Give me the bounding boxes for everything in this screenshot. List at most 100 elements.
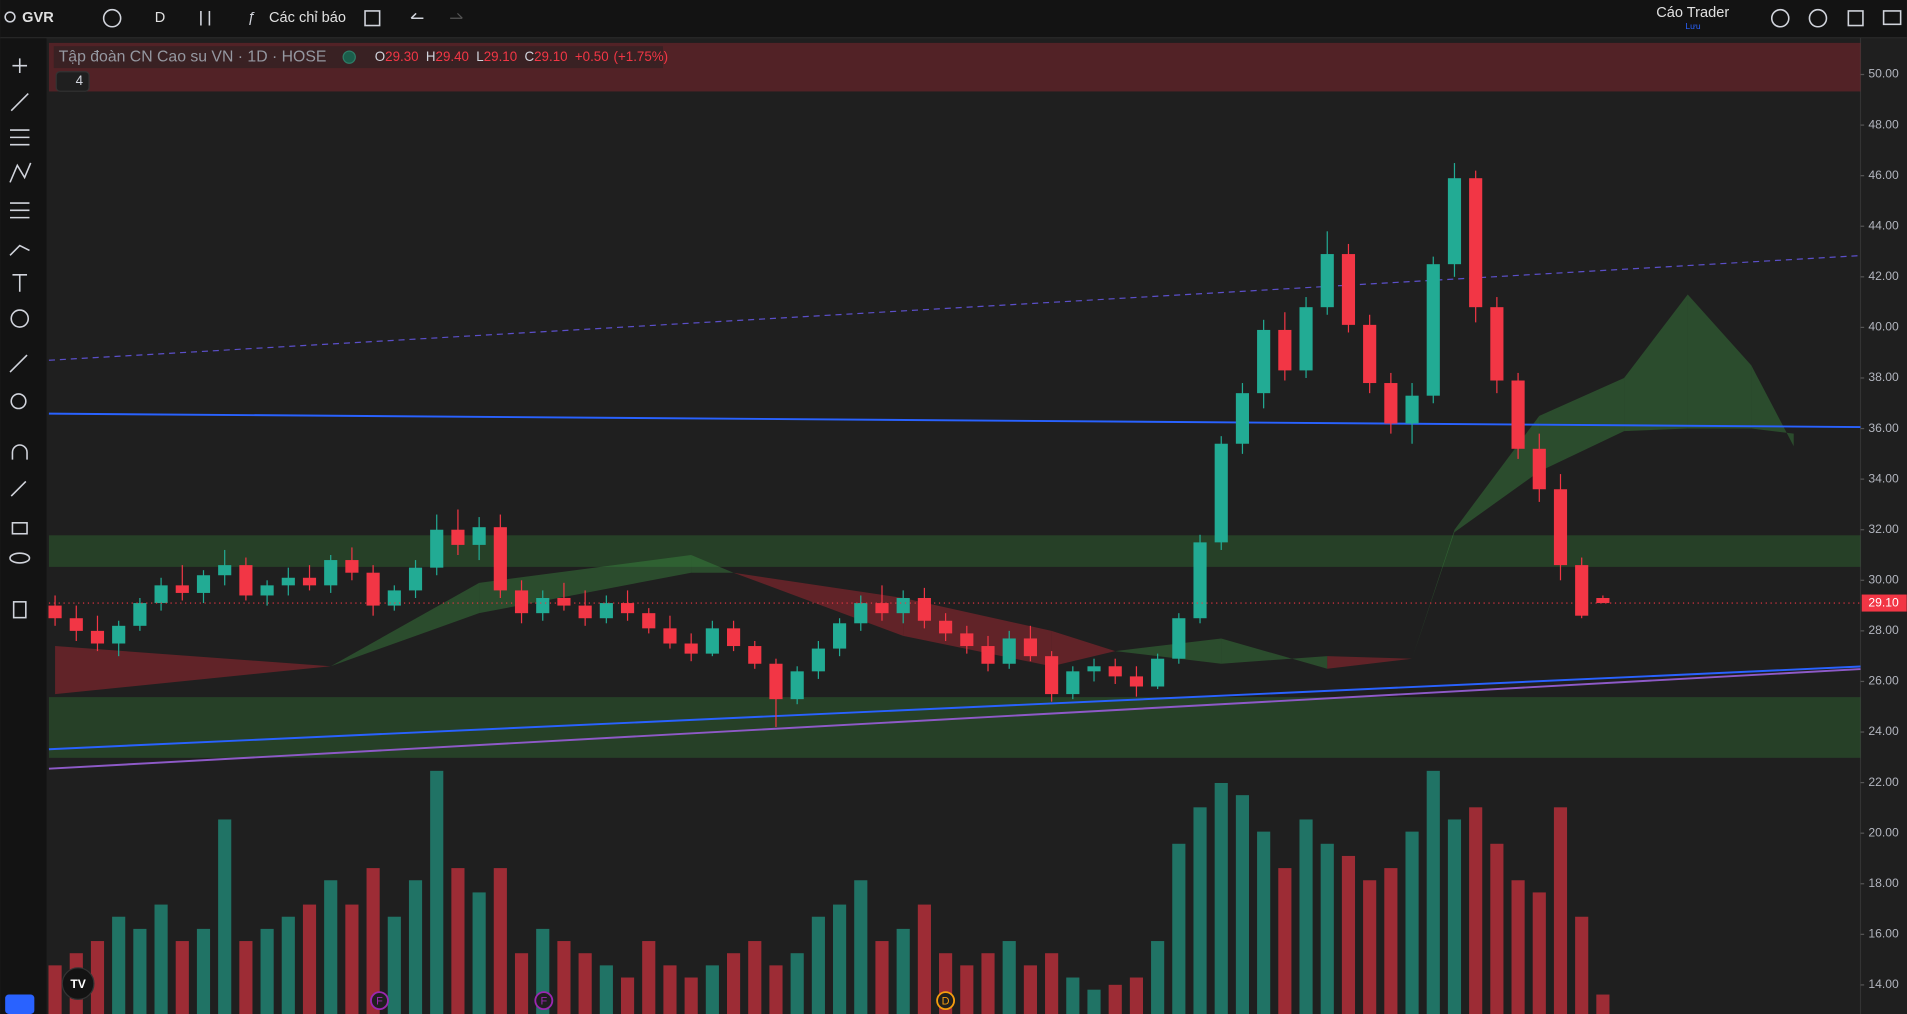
ruler-tool[interactable]: [9, 354, 28, 373]
indicator-toggle[interactable]: [55, 71, 90, 92]
candle-body: [1447, 178, 1462, 265]
interval[interactable]: D: [155, 10, 166, 26]
favorites[interactable]: [5, 994, 35, 1014]
search-icon[interactable]: [4, 11, 16, 23]
cloud-segment: [1221, 638, 1328, 669]
emoji-tool[interactable]: [10, 309, 30, 328]
brush-tool[interactable]: [9, 244, 30, 256]
replay[interactable]: [1770, 8, 1790, 28]
volume-bar: [1405, 831, 1419, 1014]
volume-bar: [1023, 965, 1037, 1014]
user-name[interactable]: Cáo Trader: [1656, 5, 1729, 21]
cloud-segment: [1687, 294, 1752, 429]
candle-body: [472, 527, 486, 545]
add-symbol[interactable]: [102, 8, 122, 28]
volume-bar: [493, 868, 507, 1014]
crosshair-tool[interactable]: [12, 58, 28, 73]
candle-body: [239, 565, 253, 596]
screenshot[interactable]: [1882, 10, 1902, 26]
candle-body: [1087, 666, 1101, 672]
tv-logo-text: TV: [70, 977, 86, 991]
candle-body: [663, 628, 677, 644]
volume-bar: [854, 880, 868, 1014]
candle-body: [1129, 676, 1143, 687]
volume-bar: [663, 965, 677, 1014]
volume-bar: [748, 941, 762, 1014]
indicators[interactable]: Các chỉ báo: [269, 10, 346, 26]
ohlc-value: 29.10: [534, 49, 567, 64]
zoom-tool[interactable]: [10, 393, 27, 410]
fullscreen[interactable]: [1847, 10, 1864, 27]
chart-title: Tập đoàn CN Cao su VN · 1D · HOSE: [59, 48, 327, 65]
candle-body: [960, 633, 974, 647]
plot: 14.00 16.00 18.00 20.00 22.00 24.00 26.00 28.00…: [48, 42, 1907, 1014]
ohlc-key: C: [524, 49, 534, 64]
fib-tool[interactable]: [10, 129, 30, 146]
y-tick-label: 20.00: [1868, 825, 1899, 839]
y-tick-label: 18.00: [1868, 876, 1899, 890]
redo[interactable]: [450, 12, 463, 19]
trendline-tool[interactable]: [10, 93, 29, 112]
pattern-tool[interactable]: [9, 162, 32, 183]
volume-bar: [1214, 782, 1228, 1014]
cloud-segment: [55, 646, 331, 695]
candle-body: [1553, 489, 1568, 566]
volume-bar: [133, 928, 147, 1014]
volume-bar: [430, 770, 444, 1014]
volume-bar: [1045, 953, 1059, 1014]
lock-draw-tool[interactable]: [10, 480, 27, 497]
volume-bar: [302, 904, 317, 1014]
y-tick-label: 46.00: [1868, 168, 1899, 182]
save-label[interactable]: Lưu: [1685, 21, 1700, 31]
cloud-segment: [1327, 656, 1413, 669]
trendline: [48, 665, 1861, 751]
candle-body: [133, 603, 147, 626]
volume-bar: [1172, 843, 1186, 1014]
candle-body: [218, 565, 232, 576]
candle-body: [1363, 324, 1377, 384]
projection-tool[interactable]: [10, 202, 30, 219]
candle-body: [642, 613, 656, 629]
y-tick-label: 22.00: [1868, 775, 1899, 789]
text-tool[interactable]: [12, 273, 28, 292]
ohlc-legend: O29.30 H29.40 L29.10 C29.10 +0.50 (+1.75%): [375, 49, 668, 64]
candle-body: [430, 529, 444, 568]
candle-body: [1193, 542, 1207, 619]
volume-bar: [896, 928, 910, 1014]
layouts[interactable]: [364, 10, 381, 27]
visibility-tool[interactable]: [9, 552, 31, 564]
y-tick-label: 30.00: [1868, 572, 1899, 586]
volume-bar: [451, 868, 465, 1014]
volume-bar: [1575, 916, 1589, 1014]
candle-body: [69, 618, 83, 631]
zone: [48, 535, 1861, 567]
volume-bar: [1151, 941, 1165, 1014]
candle-body: [1490, 307, 1504, 381]
y-tick-label: 32.00: [1868, 522, 1899, 536]
chart-style[interactable]: [200, 10, 211, 26]
cloud-segment: [1115, 638, 1222, 664]
change-pct: (+1.75%): [614, 49, 669, 64]
volume-bar: [1469, 807, 1483, 1014]
settings[interactable]: [1808, 8, 1828, 28]
change: +0.50: [575, 49, 609, 64]
volume-bar: [981, 953, 995, 1014]
undo[interactable]: [410, 12, 424, 20]
volume-bar: [1235, 795, 1250, 1014]
y-tick-label: 14.00: [1868, 977, 1899, 991]
candle-body: [1002, 638, 1016, 664]
event-marker: [370, 991, 389, 1011]
volume-bar: [90, 941, 105, 1014]
volume-bar: [769, 965, 783, 1014]
magnet-tool[interactable]: [11, 444, 28, 460]
symbol[interactable]: GVR: [22, 10, 54, 26]
candle-body: [1023, 638, 1037, 657]
ohlc-key: H: [426, 49, 436, 64]
y-tick-label: 38.00: [1868, 370, 1899, 384]
lock-tool[interactable]: [11, 522, 28, 535]
volume-bar: [1511, 880, 1525, 1014]
candle-body: [917, 597, 931, 621]
delete-tool[interactable]: [12, 601, 27, 619]
event-marker: [936, 991, 956, 1011]
y-tick-label: 26.00: [1868, 674, 1899, 688]
